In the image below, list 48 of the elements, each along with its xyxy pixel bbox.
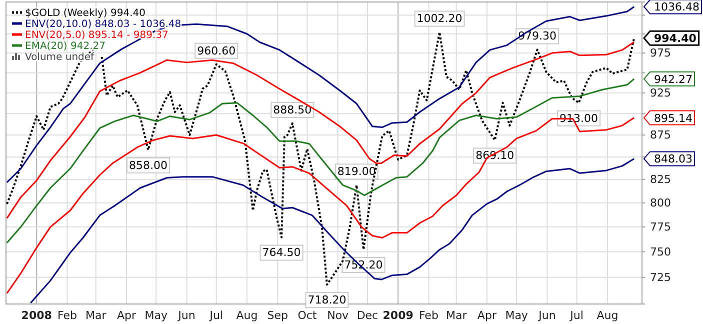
annotation: 1036.48 <box>654 0 700 14</box>
x-tick-label: 2009 <box>382 308 414 322</box>
annotation: 1002.20 <box>416 12 462 26</box>
x-tick-label: Jun <box>538 308 556 322</box>
y-tick-label: 925 <box>650 86 671 100</box>
legend-label: $GOLD (Weekly) 994.40 <box>25 8 146 19</box>
annotation: 888.50 <box>273 103 312 116</box>
x-tick-label: May <box>144 308 168 322</box>
x-tick-label: Sep <box>267 308 288 322</box>
annotation: 979.30 <box>518 30 557 43</box>
x-tick-label: Feb <box>418 308 438 322</box>
y-tick-label: 825 <box>650 173 671 186</box>
x-tick-label: Nov <box>327 308 350 322</box>
y-tick-label: 975 <box>650 46 671 60</box>
line-series <box>6 78 635 244</box>
x-tick-label: Apr <box>477 308 497 322</box>
annotation: 718.20 <box>308 294 346 307</box>
line-series <box>6 6 635 184</box>
x-tick-label: Aug <box>596 308 618 322</box>
y-tick-label: 800 <box>650 196 671 210</box>
annotation: 764.50 <box>262 246 301 260</box>
y-tick-label: 725 <box>650 270 671 284</box>
x-tick-label: Dec <box>356 308 378 322</box>
x-tick-label: Feb <box>57 308 77 322</box>
x-tick-label: Apr <box>116 308 136 322</box>
annotation: 895.14 <box>654 112 692 125</box>
x-tick-label: Mar <box>446 308 468 322</box>
x-tick-label: May <box>505 308 528 322</box>
annotation: 942.27 <box>654 72 692 86</box>
x-tick-label: Oct <box>298 308 318 322</box>
x-tick-label: Aug <box>236 308 258 322</box>
y-tick-label: 775 <box>650 220 671 234</box>
x-tick-label: Jul <box>208 308 223 322</box>
annotation: 848.03 <box>654 152 692 166</box>
legend-label: ENV(20,10.0) 848.03 - 1036.48 <box>25 19 182 30</box>
x-tick-label: Jun <box>177 308 196 322</box>
y-tick-label: 750 <box>650 245 671 258</box>
legend-label: EMA(20) 942.27 <box>25 41 106 52</box>
line-series <box>30 158 635 304</box>
x-tick-label: 2008 <box>21 308 52 322</box>
x-tick-label: Mar <box>85 308 107 322</box>
annotation: 994.40 <box>654 32 697 46</box>
annotation: 960.60 <box>197 44 236 58</box>
y-tick-label: 875 <box>650 128 671 142</box>
line-series <box>6 41 635 219</box>
x-tick-label: Jul <box>569 308 584 322</box>
annotation: 858.00 <box>128 158 168 172</box>
annotation: 819.00 <box>337 165 376 178</box>
